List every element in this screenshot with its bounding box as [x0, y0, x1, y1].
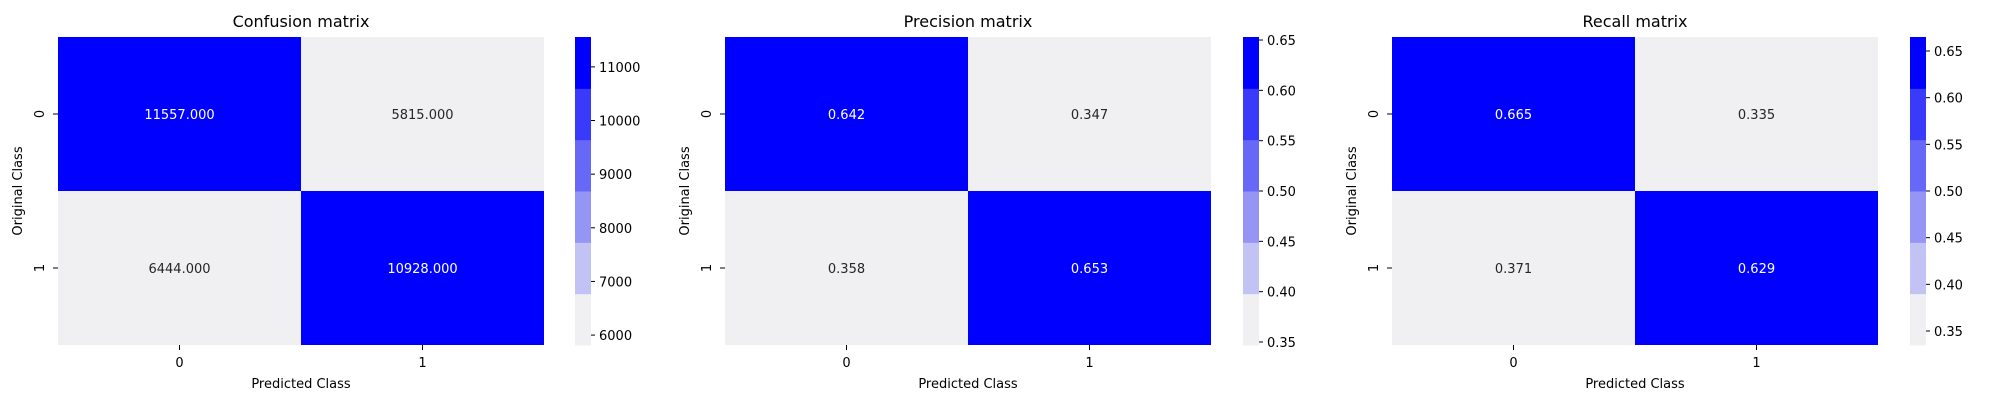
chart-title: Precision matrix: [904, 12, 1033, 31]
colorbar-tick-label: 0.40: [1934, 278, 1963, 293]
cell-value-label: 0.653: [1071, 262, 1108, 277]
x-axis-label: Predicted Class: [918, 377, 1018, 392]
cell-value-label: 0.371: [1495, 262, 1532, 277]
heatmap-cell: [968, 37, 1211, 191]
colorbar-bin: [1910, 88, 1926, 141]
colorbar-bin: [575, 293, 591, 346]
heatmap-cell: [1392, 37, 1635, 191]
heatmap-cell: [301, 191, 544, 345]
heatmap-panel-1: Precision matrix 0.642 0.347 0.358 0.653 0 1 Pr…: [678, 12, 1296, 392]
colorbar-tick-label: 0.50: [1934, 185, 1963, 200]
colorbar-bin: [575, 88, 591, 141]
colorbar-tick-label: 0.65: [1934, 45, 1963, 60]
colorbar-bin: [1910, 242, 1926, 295]
colorbar-tick-label: 0.60: [1934, 92, 1963, 107]
x-axis-label: Predicted Class: [251, 377, 351, 392]
y-axis-label: Original Class: [11, 146, 26, 235]
cell-value-label: 0.335: [1738, 108, 1775, 123]
colorbar-bin: [1243, 139, 1259, 192]
cell-value-label: 5815.000: [391, 108, 453, 123]
colorbar-tick-label: 0.45: [1934, 232, 1963, 247]
colorbar-bin: [575, 242, 591, 295]
heatmap-cell: [725, 191, 968, 345]
chart-title: Confusion matrix: [233, 12, 370, 31]
colorbar-tick-label: 11000: [599, 61, 640, 76]
colorbar-bin: [1243, 88, 1259, 141]
colorbar-tick-label: 0.55: [1267, 135, 1296, 150]
colorbar-tick-label: 0.55: [1934, 138, 1963, 153]
heatmap-panel-0: Confusion matrix 11557.000 5815.000 6444.00…: [11, 12, 640, 392]
colorbar-tick-label: 10000: [599, 115, 640, 130]
colorbar-bin: [1910, 37, 1926, 89]
cell-value-label: 0.665: [1495, 108, 1532, 123]
heatmap-cell: [725, 37, 968, 191]
y-axis-label: Original Class: [678, 146, 693, 235]
heatmap-cell: [301, 37, 544, 191]
colorbar-bin: [1243, 191, 1259, 243]
y-tick-label: 1: [1367, 264, 1382, 272]
y-tick-label: 0: [700, 110, 715, 118]
cell-value-label: 0.347: [1071, 108, 1108, 123]
colorbar-tick-label: 7000: [599, 275, 632, 290]
x-tick-label: 0: [1509, 356, 1517, 371]
colorbar-bin: [575, 139, 591, 192]
cell-value-label: 0.642: [828, 108, 865, 123]
y-tick-label: 0: [1367, 110, 1382, 118]
colorbar-tick-label: 0.50: [1267, 185, 1296, 200]
heatmap-cell: [1635, 191, 1878, 345]
heatmap-cell: [58, 37, 301, 191]
colorbar-tick-label: 6000: [599, 329, 632, 344]
colorbar: 0.35 0.40 0.45 0.50 0.55 0.60 0.65: [1243, 34, 1296, 351]
cell-value-label: 6444.000: [148, 262, 210, 277]
colorbar-bin: [1243, 242, 1259, 295]
y-tick-label: 1: [33, 264, 48, 272]
cell-value-label: 0.629: [1738, 262, 1775, 277]
cell-value-label: 0.358: [828, 262, 865, 277]
y-tick-label: 0: [33, 110, 48, 118]
colorbar-tick-label: 9000: [599, 168, 632, 183]
heatmap-panel-2: Recall matrix 0.665 0.335 0.371 0.629 0 1 Predi…: [1345, 12, 1963, 392]
colorbar-bin: [1910, 293, 1926, 346]
colorbar-bin: [1243, 293, 1259, 346]
heatmap-cell: [968, 191, 1211, 345]
heatmap-cell: [1392, 191, 1635, 345]
colorbar-bin: [1910, 191, 1926, 243]
colorbar-tick-label: 0.45: [1267, 235, 1296, 250]
colorbar-tick-label: 0.35: [1267, 336, 1296, 351]
colorbar-tick-label: 8000: [599, 222, 632, 237]
x-axis-label: Predicted Class: [1585, 377, 1685, 392]
colorbar-bin: [575, 37, 591, 89]
heatmap-cell: [58, 191, 301, 345]
y-tick-label: 1: [700, 264, 715, 272]
colorbar-tick-label: 0.40: [1267, 286, 1296, 301]
colorbar-bin: [575, 191, 591, 243]
cell-value-label: 11557.000: [144, 108, 214, 123]
colorbar: 0.35 0.40 0.45 0.50 0.55 0.60 0.65: [1910, 37, 1963, 346]
x-tick-label: 1: [1085, 356, 1093, 371]
x-tick-label: 1: [1752, 356, 1760, 371]
x-tick-label: 0: [842, 356, 850, 371]
colorbar-bin: [1243, 37, 1259, 89]
colorbar: 6000 7000 8000 9000 10000 11000: [575, 37, 640, 346]
colorbar-tick-label: 0.35: [1934, 325, 1963, 340]
cell-value-label: 10928.000: [387, 262, 457, 277]
chart-title: Recall matrix: [1583, 12, 1688, 31]
y-axis-label: Original Class: [1345, 146, 1360, 235]
colorbar-bin: [1910, 139, 1926, 192]
x-tick-label: 0: [175, 356, 183, 371]
colorbar-tick-label: 0.65: [1267, 34, 1296, 49]
x-tick-label: 1: [418, 356, 426, 371]
heatmap-cell: [1635, 37, 1878, 191]
colorbar-tick-label: 0.60: [1267, 84, 1296, 99]
